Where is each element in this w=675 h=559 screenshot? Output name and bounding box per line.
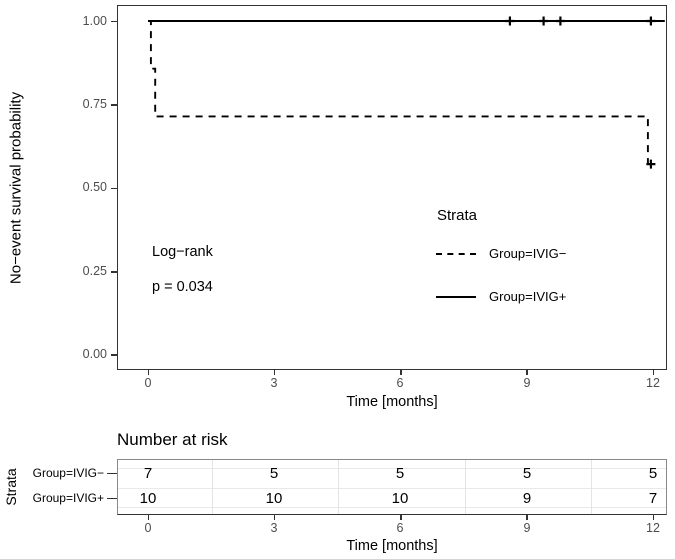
censor-mark-icon xyxy=(539,16,549,26)
risk-row-tick-mark xyxy=(107,473,117,475)
censor-mark-icon xyxy=(555,16,565,26)
risk-gridline-v xyxy=(212,460,213,514)
risk-gridline-h xyxy=(118,488,666,489)
risk-table-title: Number at risk xyxy=(117,430,228,449)
risk-value: 5 xyxy=(395,465,405,482)
risk-x-tick-mark xyxy=(147,515,149,520)
risk-value: 7 xyxy=(143,465,153,482)
risk-value: 10 xyxy=(391,490,409,507)
y-tick-label: 0.25 xyxy=(82,264,107,278)
survival-curve xyxy=(148,20,656,166)
risk-value: 5 xyxy=(522,465,532,482)
risk-x-tick-mark xyxy=(400,515,402,520)
y-tick-label: 0.00 xyxy=(82,347,107,361)
risk-row-label-ivig-minus: Group=IVIG− xyxy=(32,466,104,480)
legend-solid-line-icon xyxy=(436,296,476,298)
risk-x-tick-mark xyxy=(652,515,654,520)
risk-x-axis-title: Time [months] xyxy=(346,538,438,554)
y-tick-mark xyxy=(111,271,117,273)
x-tick-label: 9 xyxy=(523,376,531,390)
risk-x-tick-mark xyxy=(273,515,275,520)
x-tick-label: 12 xyxy=(646,376,660,390)
x-tick-mark xyxy=(273,370,275,375)
censor-mark-icon xyxy=(505,16,515,26)
x-tick-label: 6 xyxy=(396,376,404,390)
risk-x-tick-mark xyxy=(526,515,528,520)
x-tick-label: 0 xyxy=(144,376,152,390)
risk-table-panel xyxy=(117,459,667,515)
x-tick-label: 3 xyxy=(270,376,278,390)
legend-label-ivig-minus: Group=IVIG− xyxy=(489,246,567,261)
y-tick-label: 1.00 xyxy=(82,13,107,28)
x-tick-mark xyxy=(526,370,528,375)
risk-x-tick-label: 12 xyxy=(646,521,660,535)
y-tick-mark xyxy=(111,354,117,356)
plot-panel xyxy=(117,5,667,370)
x-tick-mark xyxy=(652,370,654,375)
risk-gridline-h xyxy=(118,507,666,508)
risk-value: 5 xyxy=(269,465,279,482)
risk-value: 10 xyxy=(265,490,283,507)
survival-curves-svg xyxy=(148,16,665,169)
y-tick-mark xyxy=(111,187,117,189)
legend-title: Strata xyxy=(437,207,478,224)
risk-value: 5 xyxy=(648,465,658,482)
x-tick-mark xyxy=(400,370,402,375)
censor-mark-icon xyxy=(646,16,656,26)
risk-value: 9 xyxy=(522,490,532,507)
y-tick-label: 0.50 xyxy=(82,180,107,194)
risk-x-tick-label: 6 xyxy=(396,521,404,535)
censor-mark-icon xyxy=(646,159,656,169)
y-tick-label: 0.75 xyxy=(82,97,107,111)
x-tick-mark xyxy=(147,370,149,375)
logrank-annotation-line1: Log−rank xyxy=(152,244,213,260)
risk-value: 7 xyxy=(648,490,658,507)
risk-x-tick-label: 0 xyxy=(144,521,152,535)
risk-gridline-v xyxy=(338,460,339,514)
x-axis-title: Time [months] xyxy=(346,394,438,410)
risk-gridline-v xyxy=(591,460,592,514)
legend-label-ivig-plus: Group=IVIG+ xyxy=(489,289,567,304)
risk-gridline-h xyxy=(118,468,666,469)
y-tick-mark xyxy=(111,104,117,106)
risk-x-tick-label: 9 xyxy=(523,521,531,535)
logrank-annotation-line2: p = 0.034 xyxy=(152,279,213,295)
legend-dashed-line-icon xyxy=(436,253,476,255)
risk-row-label-ivig-plus: Group=IVIG+ xyxy=(32,491,104,505)
risk-x-tick-label: 3 xyxy=(270,521,278,535)
y-tick-mark xyxy=(111,20,117,22)
risk-row-tick-mark xyxy=(107,498,117,500)
risk-value: 10 xyxy=(139,490,157,507)
risk-gridline-v xyxy=(465,460,466,514)
